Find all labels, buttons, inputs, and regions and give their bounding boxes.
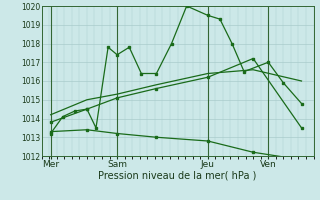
X-axis label: Pression niveau de la mer( hPa ): Pression niveau de la mer( hPa )	[99, 171, 257, 181]
